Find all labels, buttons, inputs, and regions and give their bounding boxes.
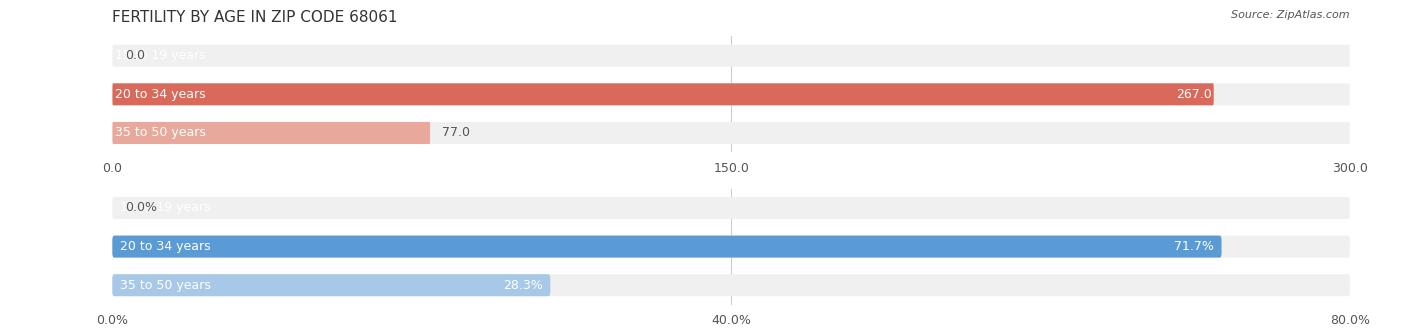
Text: 20 to 34 years: 20 to 34 years xyxy=(121,240,211,253)
FancyBboxPatch shape xyxy=(112,236,1350,258)
Text: 267.0: 267.0 xyxy=(1175,88,1212,101)
FancyBboxPatch shape xyxy=(112,45,1350,67)
Text: 0.0: 0.0 xyxy=(125,49,145,62)
FancyBboxPatch shape xyxy=(112,197,1350,219)
Text: 71.7%: 71.7% xyxy=(1174,240,1213,253)
FancyBboxPatch shape xyxy=(112,122,1350,144)
Text: FERTILITY BY AGE IN ZIP CODE 68061: FERTILITY BY AGE IN ZIP CODE 68061 xyxy=(112,10,398,25)
Text: 77.0: 77.0 xyxy=(443,126,471,139)
FancyBboxPatch shape xyxy=(112,274,550,296)
FancyBboxPatch shape xyxy=(112,274,1350,296)
FancyBboxPatch shape xyxy=(112,122,430,144)
Text: 35 to 50 years: 35 to 50 years xyxy=(121,279,211,292)
Text: 35 to 50 years: 35 to 50 years xyxy=(114,126,205,139)
Text: 15 to 19 years: 15 to 19 years xyxy=(114,49,205,62)
Text: Source: ZipAtlas.com: Source: ZipAtlas.com xyxy=(1232,10,1350,20)
Text: 20 to 34 years: 20 to 34 years xyxy=(114,88,205,101)
FancyBboxPatch shape xyxy=(112,83,1350,105)
Text: 28.3%: 28.3% xyxy=(503,279,543,292)
FancyBboxPatch shape xyxy=(112,83,1213,105)
Text: 0.0%: 0.0% xyxy=(125,202,157,214)
FancyBboxPatch shape xyxy=(112,236,1222,258)
Text: 15 to 19 years: 15 to 19 years xyxy=(121,202,211,214)
